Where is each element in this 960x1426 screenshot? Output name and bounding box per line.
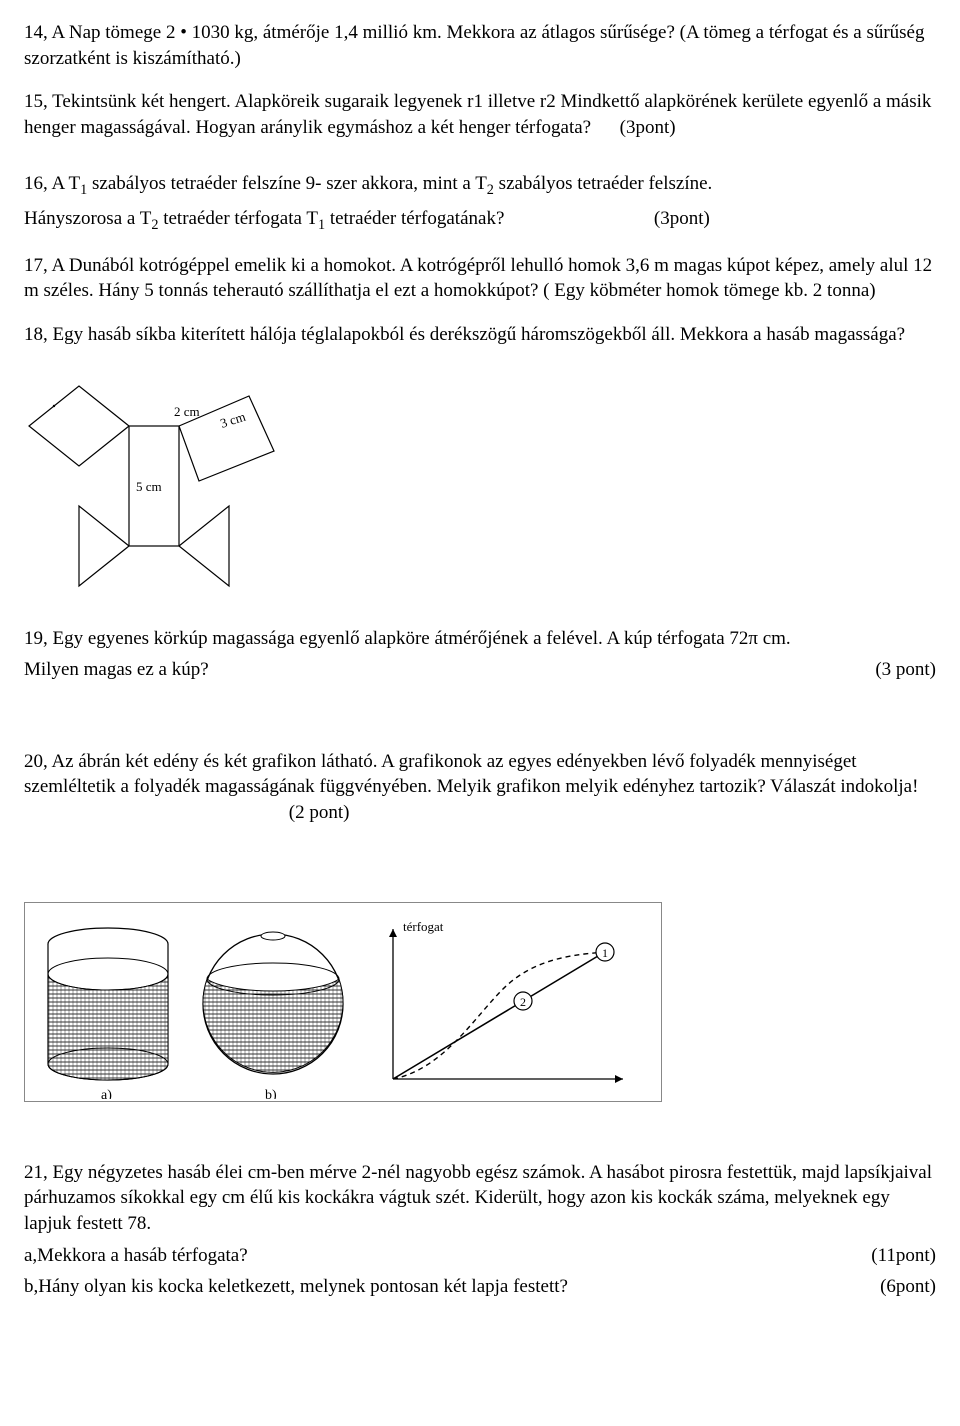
problem-16-points: (3pont) <box>654 208 710 229</box>
problem-21-a-points: (11pont) <box>871 1243 936 1269</box>
problem-16-line1: 16, A T1 szabályos tetraéder felszíne 9-… <box>24 171 936 200</box>
problem-17: 17, A Dunából kotrógéppel emelik ki a ho… <box>24 253 936 304</box>
fig20-marker-1: 1 <box>602 946 608 960</box>
figure-20-vessels-graph: a) b) térfogat 1 2 <box>24 902 662 1102</box>
problem-19-points: (3 pont) <box>875 657 936 683</box>
problem-21-b: b,Hány olyan kis kocka keletkezett, mely… <box>24 1274 936 1300</box>
problem-16-line2: Hányszorosa a T2 tetraéder térfogata T1 … <box>24 206 936 235</box>
fig18-label-3cm: 3 cm <box>218 408 247 430</box>
fig20-label-a: a) <box>101 1088 112 1099</box>
fig20-label-b: b) <box>265 1088 277 1099</box>
problem-15-text: 15, Tekintsünk két hengert. Alapköreik s… <box>24 91 931 138</box>
problem-19-line2: Milyen magas ez a kúp? (3 pont) <box>24 657 936 683</box>
problem-18: 18, Egy hasáb síkba kiterített hálója té… <box>24 322 936 348</box>
problem-15-points: (3pont) <box>620 117 676 138</box>
problem-20-points: (2 pont) <box>289 802 350 823</box>
fig18-label-5cm: 5 cm <box>136 479 162 494</box>
problem-21-b-points: (6pont) <box>880 1274 936 1300</box>
fig20-marker-2: 2 <box>520 995 526 1009</box>
fig18-label-2cm: 2 cm <box>174 404 200 419</box>
problem-21-a: a,Mekkora a hasáb térfogata? (11pont) <box>24 1243 936 1269</box>
figure-18-prism-net: 2 cm 3 cm 5 cm <box>24 366 936 596</box>
problem-19-line1: 19, Egy egyenes körkúp magassága egyenlő… <box>24 626 936 652</box>
problem-14: 14, A Nap tömege 2 • 1030 kg, átmérője 1… <box>24 20 936 71</box>
problem-21-text: 21, Egy négyzetes hasáb élei cm-ben mérv… <box>24 1160 936 1237</box>
fig20-label-terfogat: térfogat <box>403 919 444 934</box>
problem-20: 20, Az ábrán két edény és két grafikon l… <box>24 749 936 826</box>
problem-15: 15, Tekintsünk két hengert. Alapköreik s… <box>24 89 936 140</box>
